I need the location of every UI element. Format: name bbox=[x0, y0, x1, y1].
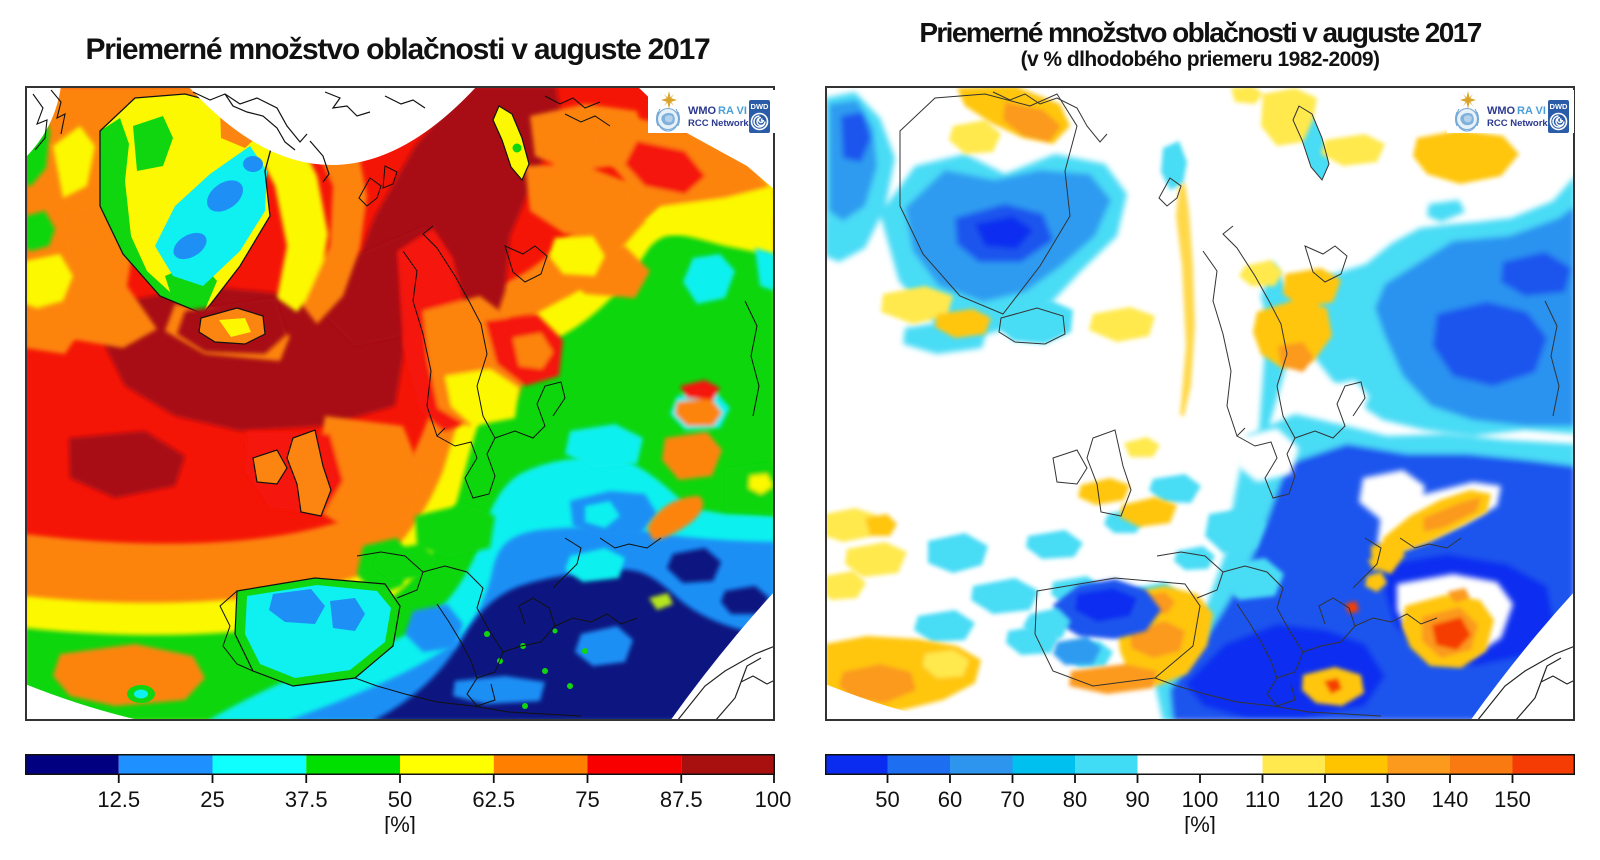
svg-text:RCC Network: RCC Network bbox=[688, 118, 749, 129]
svg-text:110: 110 bbox=[1245, 787, 1280, 812]
svg-text:87.5: 87.5 bbox=[660, 787, 703, 812]
svg-text:50: 50 bbox=[875, 787, 899, 812]
svg-text:90: 90 bbox=[1125, 787, 1149, 812]
svg-text:WMO: WMO bbox=[1487, 105, 1516, 117]
svg-text:WMO: WMO bbox=[688, 105, 717, 117]
svg-text:[%]: [%] bbox=[1184, 812, 1216, 834]
svg-text:RA VI: RA VI bbox=[1517, 105, 1546, 117]
svg-text:70: 70 bbox=[1000, 787, 1024, 812]
svg-text:100: 100 bbox=[755, 787, 792, 812]
svg-text:60: 60 bbox=[938, 787, 962, 812]
svg-text:120: 120 bbox=[1307, 787, 1344, 812]
svg-text:25: 25 bbox=[200, 787, 224, 812]
svg-text:12.5: 12.5 bbox=[97, 787, 140, 812]
svg-text:140: 140 bbox=[1432, 787, 1469, 812]
svg-text:150: 150 bbox=[1494, 787, 1531, 812]
svg-text:62.5: 62.5 bbox=[472, 787, 515, 812]
svg-text:DWD: DWD bbox=[1550, 102, 1568, 111]
svg-text:75: 75 bbox=[575, 787, 599, 812]
svg-text:130: 130 bbox=[1369, 787, 1406, 812]
svg-text:100: 100 bbox=[1182, 787, 1219, 812]
svg-text:37.5: 37.5 bbox=[285, 787, 328, 812]
svg-text:RA VI: RA VI bbox=[718, 105, 747, 117]
svg-text:DWD: DWD bbox=[751, 102, 769, 111]
svg-text:RCC Network: RCC Network bbox=[1487, 118, 1548, 129]
svg-text:80: 80 bbox=[1063, 787, 1087, 812]
svg-text:50: 50 bbox=[388, 787, 412, 812]
svg-text:[%]: [%] bbox=[384, 812, 416, 834]
